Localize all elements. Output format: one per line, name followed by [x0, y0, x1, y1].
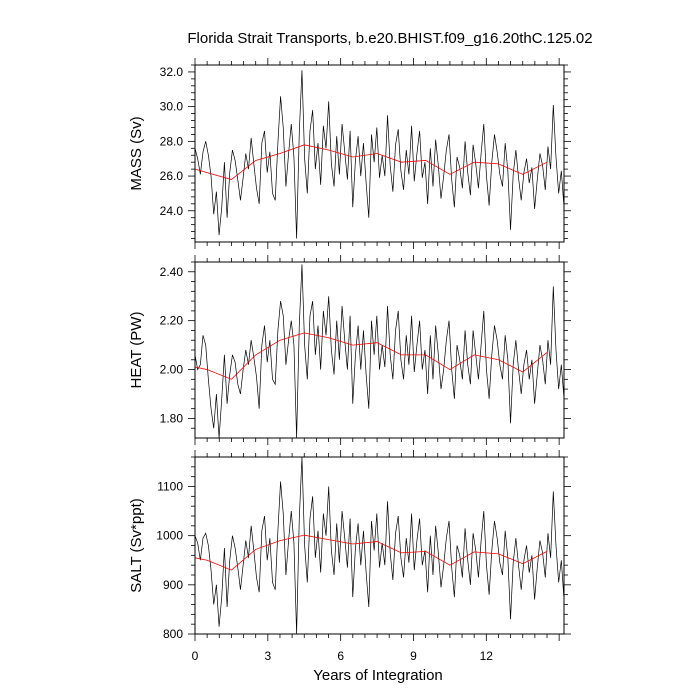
- mass-y-tick-label: 30.0: [160, 100, 184, 114]
- salt-monthly-series-line: [195, 457, 564, 634]
- heat-annual-mean-line: [195, 332, 548, 380]
- heat-y-axis-label: HEAT (PW): [128, 312, 145, 389]
- mass-plot-frame: [194, 64, 565, 243]
- mass-y-tick-label: 24.0: [160, 204, 184, 218]
- x-axis-label: Years of Integration: [313, 667, 443, 684]
- salt-y-tick-label: 1100: [157, 480, 183, 494]
- x-tick-label: 12: [480, 649, 494, 663]
- x-tick-label: 6: [337, 649, 344, 663]
- page-title: Florida Strait Transports, b.e20.BHIST.f…: [187, 30, 593, 47]
- salt-panel: 800 900 1000 1100 SALT (Sv*ppt) 0 3 6 9 12: [128, 450, 571, 663]
- salt-y-tick-label: 900: [163, 578, 183, 592]
- heat-y-tick-label: 1.80: [160, 411, 184, 425]
- heat-monthly-series-line: [195, 264, 564, 438]
- mass-y-tick-label: 28.0: [160, 134, 184, 148]
- salt-y-tick-label: 1000: [156, 529, 183, 543]
- mass-y-tick-label: 26.0: [160, 169, 184, 183]
- mass-panel: 24.0 26.0 28.0 30.0 32.0 MASS (Sv): [128, 58, 571, 249]
- x-tick-label: 0: [192, 649, 199, 663]
- heat-y-tick-label: 2.00: [160, 363, 184, 377]
- salt-y-axis-label: SALT (Sv*ppt): [128, 498, 145, 592]
- mass-y-axis-label: MASS (Sv): [128, 116, 145, 190]
- heat-panel: 1.80 2.00 2.20 2.40 HEAT (PW): [128, 255, 571, 445]
- mass-monthly-series-line: [195, 70, 564, 239]
- salt-y-tick-label: 800: [163, 627, 183, 641]
- mass-annual-mean-line: [195, 144, 548, 180]
- heat-y-tick-label: 2.40: [160, 265, 184, 279]
- x-tick-label: 9: [410, 649, 417, 663]
- x-tick-label: 3: [264, 649, 271, 663]
- mass-y-tick-label: 32.0: [160, 65, 184, 79]
- salt-annual-mean-line: [195, 534, 548, 571]
- heat-y-tick-label: 2.20: [160, 314, 184, 328]
- salt-plot-frame: [194, 456, 565, 635]
